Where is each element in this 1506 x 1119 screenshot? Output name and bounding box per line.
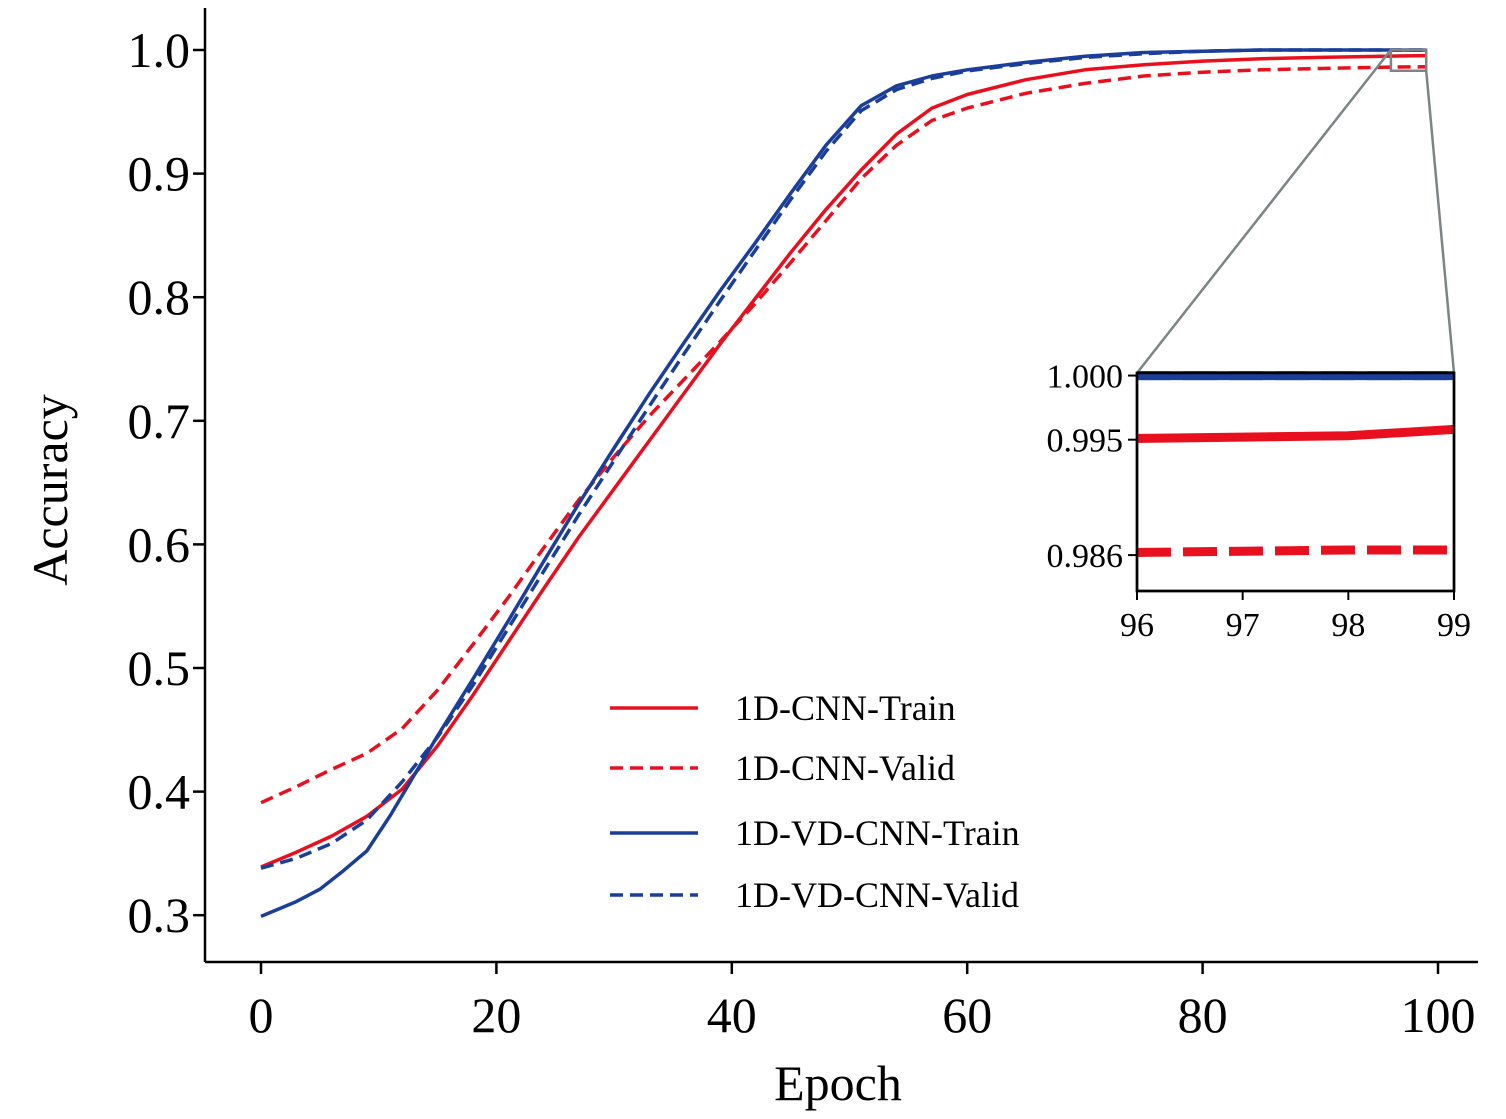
inset-border xyxy=(1135,371,1456,593)
series-line-1d-vd-cnn-train xyxy=(260,48,1427,919)
legend-label: 1D-CNN-Train xyxy=(735,688,956,728)
series-line-1d-cnn-train xyxy=(260,53,1427,869)
inset-x-tick-label: 97 xyxy=(1226,607,1260,644)
inset-x-tick-label: 98 xyxy=(1331,607,1365,644)
x-tick-label: 20 xyxy=(471,987,521,1043)
x-tick-label: 100 xyxy=(1401,987,1476,1043)
x-tick-label: 40 xyxy=(707,987,757,1043)
inset-x-tick-label: 99 xyxy=(1437,607,1471,644)
inset-y-tick-label: 0.995 xyxy=(1047,423,1124,460)
zoom-connector-line xyxy=(1136,48,1392,374)
series-line-1d-cnn-valid xyxy=(260,65,1427,805)
legend-label: 1D-VD-CNN-Train xyxy=(735,813,1020,853)
zoom-indicator xyxy=(1136,48,1456,374)
y-tick-label: 0.4 xyxy=(128,764,191,820)
inset-y-tick-label: 0.986 xyxy=(1047,538,1124,575)
inset-series-line-1d-cnn-valid xyxy=(1136,545,1454,557)
zoom-region-box xyxy=(1389,48,1428,73)
inset-series-line-1d-cnn-train xyxy=(1136,424,1455,443)
legend-item-1d-vd-cnn-valid: 1D-VD-CNN-Valid xyxy=(610,875,1019,915)
inset-frame xyxy=(1135,371,1456,593)
legend-item-1d-cnn-train: 1D-CNN-Train xyxy=(610,688,956,728)
main-plot-lines xyxy=(260,48,1427,919)
y-tick-label: 0.7 xyxy=(128,393,191,449)
x-tick-label: 60 xyxy=(942,987,992,1043)
zoom-connector-line xyxy=(1424,70,1456,374)
series-line-1d-vd-cnn-valid xyxy=(260,48,1427,870)
legend-item-1d-cnn-valid: 1D-CNN-Valid xyxy=(610,748,955,788)
y-tick-label: 0.8 xyxy=(128,269,191,325)
y-tick-label: 1.0 xyxy=(128,22,191,78)
y-tick-label: 0.6 xyxy=(128,516,191,572)
x-tick-label: 80 xyxy=(1178,987,1228,1043)
legend-item-1d-vd-cnn-train: 1D-VD-CNN-Train xyxy=(610,813,1020,853)
y-tick-label: 0.9 xyxy=(128,146,191,202)
legend: 1D-CNN-Train 1D-CNN-Valid 1D-VD-CNN-Train 1… xyxy=(610,688,1020,915)
y-tick-label: 0.5 xyxy=(128,640,191,696)
y-tick-label: 0.3 xyxy=(128,887,191,943)
legend-label: 1D-CNN-Valid xyxy=(735,748,955,788)
inset-plot: 1.000 0.995 0.986 96 97 98 99 xyxy=(1047,359,1472,644)
axis-titles: Epoch Accuracy xyxy=(22,394,902,1111)
legend-label: 1D-VD-CNN-Valid xyxy=(735,875,1019,915)
inset-x-tick-label: 96 xyxy=(1120,607,1154,644)
inset-y-tick-label: 1.000 xyxy=(1047,359,1124,396)
x-tick-label: 0 xyxy=(249,987,274,1043)
main-axes: 0.3 0.4 0.5 0.6 0.7 0.8 0.9 1.0 0 20 40 60 80 100 xyxy=(128,8,1478,1043)
x-axis-title: Epoch xyxy=(774,1055,902,1111)
y-axis-title: Accuracy xyxy=(22,394,78,586)
